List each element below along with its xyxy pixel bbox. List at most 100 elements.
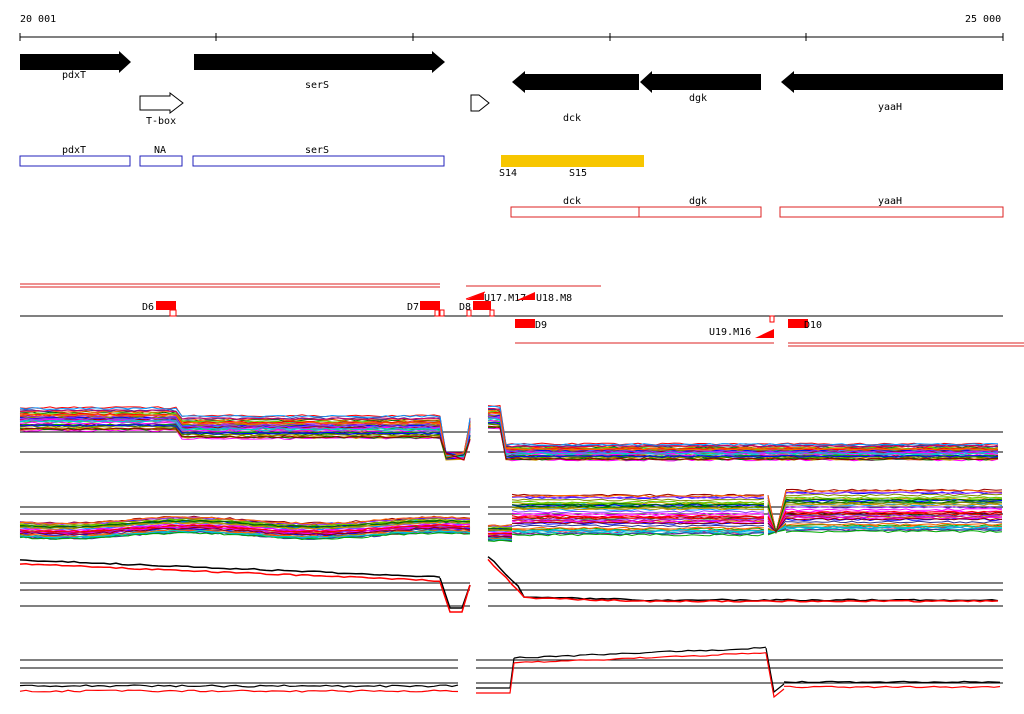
gene-label-serS: serS — [305, 80, 329, 91]
feature-label-pdxT: pdxT — [62, 145, 86, 156]
feature-label-yaaH: yaaH — [878, 196, 902, 207]
profile-line — [487, 556, 999, 602]
mark-label-U18M8: U18.M8 — [536, 293, 572, 304]
segment-bar[interactable] — [501, 155, 644, 167]
profile-line — [785, 508, 1003, 512]
profile-line — [19, 562, 441, 583]
profile-line — [487, 426, 999, 461]
mark-label-U17M17: U17.M17 — [484, 293, 526, 304]
mark-D9[interactable] — [515, 319, 535, 328]
profile-line — [19, 417, 441, 429]
mark-U17M17[interactable] — [465, 291, 486, 300]
profile-line — [19, 425, 441, 437]
terminator-icon[interactable] — [470, 94, 490, 112]
profile-line — [512, 506, 765, 510]
gene-arrow-yaaH[interactable] — [781, 71, 1003, 93]
feature-label-dgk: dgk — [689, 196, 707, 207]
gene-arrows-track: pdxT serS dck dgk yaaH T-box — [20, 51, 1003, 127]
profile-line — [19, 518, 471, 528]
profile-line — [19, 531, 471, 541]
feature-box-dgk[interactable] — [638, 206, 762, 218]
profile-line — [19, 529, 471, 539]
feature-box-pdxT[interactable] — [19, 155, 131, 167]
mark-label-D7: D7 — [407, 302, 419, 313]
profile-line — [511, 498, 765, 502]
profile-line — [439, 423, 471, 459]
profile-line — [19, 413, 441, 425]
profile-line — [511, 496, 765, 500]
mark-D7[interactable] — [420, 301, 440, 310]
profile-line — [785, 498, 1003, 502]
profile-line — [785, 527, 1003, 531]
profile-line — [785, 503, 1003, 507]
profile-line — [513, 652, 767, 664]
profile-line — [511, 500, 765, 504]
profile-line — [785, 505, 1003, 509]
profile-line — [785, 499, 1003, 503]
profile-line — [19, 421, 441, 432]
profile-line — [785, 529, 1003, 534]
mark-D8[interactable] — [473, 301, 491, 310]
profile-line — [487, 412, 999, 451]
segment-label-S14: S14 — [499, 168, 517, 179]
feature-label-NA: NA — [154, 145, 166, 156]
profile-line — [786, 525, 1003, 529]
profile-line — [487, 527, 513, 530]
profile-line — [511, 519, 765, 523]
profile-line — [785, 489, 1002, 493]
profile-line — [487, 558, 999, 603]
feature-box-serS[interactable] — [192, 155, 445, 167]
profile-line — [487, 422, 999, 458]
profile-line — [767, 517, 787, 533]
profile-line — [487, 529, 513, 532]
profile-line — [488, 408, 999, 448]
mark-label-D6: D6 — [142, 302, 154, 313]
feature-box-yaaH[interactable] — [779, 206, 1004, 218]
profile-panel-4 — [19, 646, 1003, 699]
profile-panel-2 — [19, 488, 1003, 543]
profile-line — [786, 520, 1003, 524]
profile-line — [785, 522, 1003, 526]
profile-line — [487, 539, 513, 543]
profile-line — [487, 417, 999, 455]
profile-line — [487, 408, 999, 449]
tbox-label: T-box — [146, 116, 176, 127]
profile-line — [785, 500, 1003, 504]
profile-line — [476, 662, 515, 694]
downstream-annotation-track: dck dgk yaaH — [510, 196, 1004, 218]
profile-line — [511, 510, 765, 514]
profile-line — [785, 495, 1003, 500]
profile-line — [487, 425, 999, 461]
profile-line — [487, 415, 999, 454]
mark-U19M16[interactable] — [755, 329, 774, 338]
gene-arrow-dgk[interactable] — [640, 71, 761, 93]
feature-box-dck[interactable] — [510, 206, 640, 218]
profile-line — [19, 424, 441, 435]
feature-box-NA[interactable] — [139, 155, 183, 167]
mark-label-D10: D10 — [804, 320, 822, 331]
profile-line — [487, 405, 998, 446]
gene-arrow-pdxT[interactable] — [20, 51, 131, 73]
profile-line — [785, 501, 1003, 505]
mark-D6[interactable] — [156, 301, 176, 310]
profile-line — [19, 525, 471, 535]
profile-line — [19, 427, 441, 439]
tbox-arrow[interactable] — [139, 91, 184, 115]
profile-line — [511, 521, 765, 525]
profile-line — [19, 689, 459, 693]
profile-bundle-3 — [19, 556, 999, 613]
profile-line — [511, 528, 765, 532]
profile-line — [19, 428, 441, 441]
gene-arrow-serS[interactable] — [194, 51, 445, 73]
profile-line — [487, 408, 999, 449]
profile-line — [19, 526, 471, 536]
profile-line — [511, 531, 765, 535]
gene-arrow-dck[interactable] — [512, 71, 639, 93]
mark-D10[interactable] — [788, 319, 808, 328]
profile-panel-3 — [19, 556, 1003, 613]
mark-U18M8[interactable] — [517, 292, 535, 300]
profile-line — [487, 423, 999, 459]
profile-line — [487, 526, 513, 530]
profile-line — [785, 517, 1003, 521]
profile-line — [439, 581, 471, 613]
